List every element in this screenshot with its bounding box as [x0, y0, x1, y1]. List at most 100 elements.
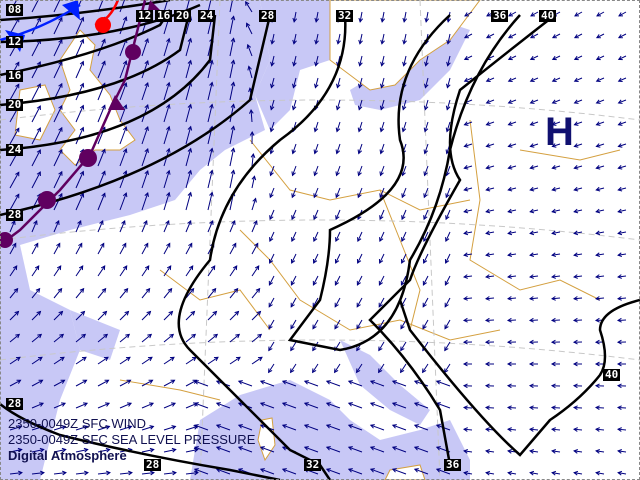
wind-arrow: [401, 187, 407, 198]
wind-arrow: [229, 288, 239, 299]
wind-arrow-head: [171, 402, 177, 407]
wind-arrow-head: [462, 405, 468, 411]
isobar-label: 16: [6, 69, 24, 82]
wind-arrow: [141, 379, 153, 387]
wind-arrow-head: [463, 55, 469, 61]
wind-arrow: [400, 363, 407, 373]
wind-arrow: [530, 165, 539, 169]
wind-arrow: [238, 446, 253, 453]
wind-arrow: [551, 275, 561, 278]
wind-arrow: [414, 446, 429, 453]
wind-arrow-head: [617, 230, 623, 236]
wind-arrow: [444, 297, 451, 308]
wind-arrow-head: [463, 77, 469, 83]
wind-arrow-head: [485, 449, 490, 454]
isobar-label: 24: [6, 143, 24, 156]
wind-arrow-head: [334, 324, 339, 330]
wind-arrow-head: [122, 265, 128, 271]
wind-arrow: [53, 171, 63, 189]
wind-arrow: [293, 11, 297, 22]
wind-arrow-head: [573, 427, 578, 432]
wind-arrow: [31, 83, 41, 101]
wind-arrow-head: [314, 17, 320, 23]
wind-arrow-head: [484, 405, 490, 411]
wind-arrow: [486, 33, 495, 39]
wind-arrow-head: [369, 468, 375, 473]
wind-arrow-head: [187, 169, 193, 175]
wind-arrow: [315, 11, 319, 22]
wind-arrow-head: [166, 81, 171, 87]
wind-arrow: [119, 220, 126, 233]
wind-arrow: [141, 60, 149, 79]
wind-arrow: [247, 44, 253, 57]
wind-arrow: [508, 187, 517, 191]
wind-arrow-head: [551, 252, 557, 258]
wind-arrow: [163, 220, 170, 233]
wind-arrow-head: [379, 215, 384, 221]
cold-front-triangle: [62, 0, 80, 20]
wind-arrow: [312, 297, 319, 308]
wind-arrow: [422, 363, 429, 373]
wind-arrow-head: [59, 356, 65, 362]
wind-arrow: [595, 406, 605, 409]
wind-arrow: [163, 38, 170, 57]
wind-arrow: [119, 60, 127, 79]
wind-arrow-head: [423, 83, 429, 89]
wind-arrow: [574, 143, 583, 147]
wind-arrow: [271, 33, 275, 44]
wind-arrow: [530, 187, 539, 191]
wind-arrow-head: [507, 77, 513, 83]
wind-arrow-head: [445, 215, 450, 221]
wind-arrow: [357, 231, 363, 242]
wind-arrow: [348, 380, 363, 387]
wind-arrow-head: [379, 237, 384, 243]
wind-arrow: [445, 209, 451, 220]
wind-arrow-head: [234, 310, 240, 316]
isobar-28c: [318, 464, 332, 480]
wind-arrow-head: [446, 39, 451, 45]
wind-arrow-head: [551, 165, 557, 170]
wind-arrow: [334, 363, 341, 373]
wind-arrow-head: [506, 383, 512, 389]
wind-arrow-head: [215, 446, 221, 451]
wind-arrow: [356, 275, 363, 286]
wind-arrow: [53, 220, 60, 233]
wind-arrow: [447, 33, 451, 44]
wind-arrow-head: [211, 287, 217, 293]
wind-arrow-head: [572, 383, 578, 389]
wind-arrow: [464, 143, 473, 147]
wind-arrow-head: [36, 105, 41, 111]
wind-arrow-head: [34, 265, 40, 271]
wind-arrow: [358, 143, 363, 154]
wind-arrow-head: [595, 121, 601, 126]
wind-arrow-head: [100, 265, 106, 271]
wind-arrow: [574, 11, 583, 17]
wind-arrow: [119, 402, 132, 409]
wind-arrow-head: [423, 193, 428, 199]
wind-arrow-head: [400, 280, 406, 286]
wind-arrow-head: [485, 99, 491, 104]
wind-arrow-head: [250, 153, 256, 158]
wind-arrow-head: [507, 143, 513, 148]
wind-arrow: [141, 311, 151, 321]
wind-arrow-head: [391, 446, 397, 451]
wind-arrow: [618, 472, 627, 475]
wind-arrow: [508, 231, 517, 234]
wind-arrow: [326, 424, 341, 431]
wind-arrow: [508, 11, 517, 17]
wind-arrow-head: [213, 333, 219, 339]
wind-arrow: [379, 231, 385, 242]
wind-arrow: [216, 424, 231, 431]
wind-arrow: [574, 33, 583, 39]
wind-arrow-head: [61, 447, 67, 453]
wind-arrow: [31, 265, 40, 277]
wind-arrow-head: [231, 219, 236, 225]
wind-arrow: [348, 446, 363, 453]
wind-arrow: [292, 143, 297, 154]
wind-arrow-head: [379, 193, 384, 199]
wind-arrow: [9, 265, 18, 277]
wind-arrow: [251, 176, 255, 189]
isobar-label: 28: [6, 208, 24, 221]
wind-arrow-head: [572, 405, 578, 411]
wind-arrow-head: [166, 169, 171, 175]
